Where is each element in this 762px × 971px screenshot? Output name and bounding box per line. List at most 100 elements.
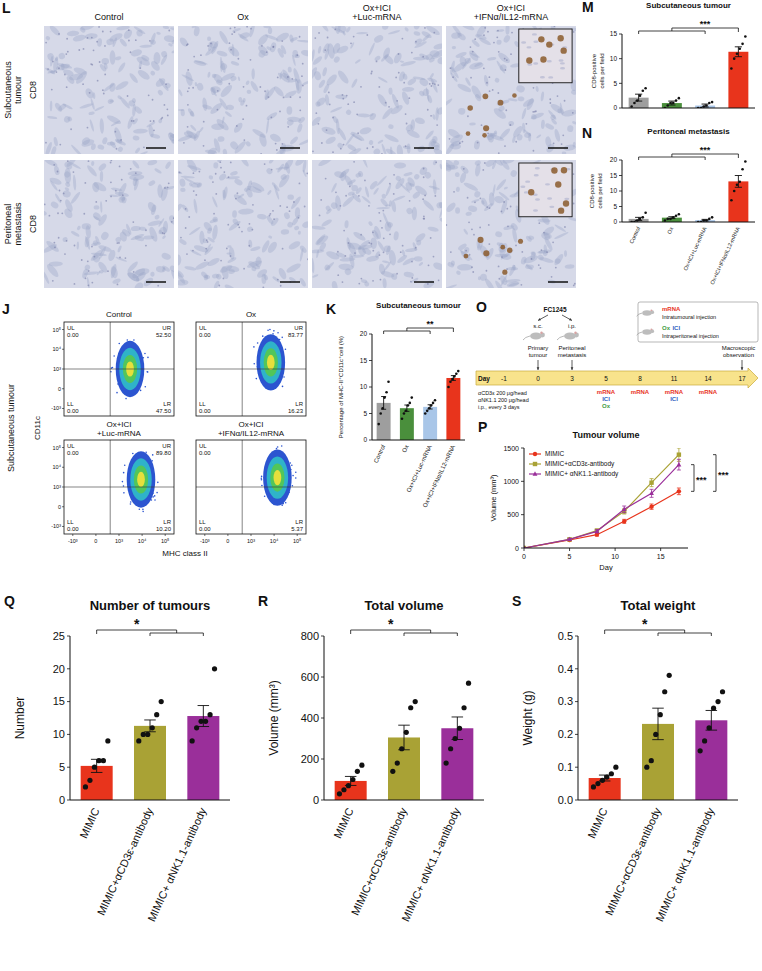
quadrant-name: UL — [67, 443, 75, 449]
nucleus — [506, 208, 508, 210]
event-dot — [142, 511, 144, 513]
mouse-body — [642, 310, 652, 316]
nucleus — [428, 264, 430, 266]
nucleus — [411, 277, 413, 279]
tissue-texture — [288, 67, 292, 73]
nucleus — [353, 101, 355, 103]
nucleus — [63, 193, 65, 195]
data-point — [730, 199, 733, 202]
nucleus — [472, 51, 474, 53]
tissue-texture — [94, 205, 100, 209]
nucleus — [44, 204, 46, 206]
tissue-texture — [351, 78, 359, 88]
tissue-texture — [181, 175, 195, 178]
tissue-texture — [389, 103, 404, 116]
day-label: 14 — [704, 375, 712, 382]
tissue-texture — [394, 177, 406, 191]
tissue-texture — [158, 230, 162, 234]
inset-texture — [526, 46, 531, 48]
tissue-texture — [496, 60, 507, 74]
tick — [62, 388, 64, 389]
tissue-texture — [336, 142, 344, 150]
tissue-texture — [523, 253, 539, 264]
nucleus — [268, 96, 270, 98]
nucleus — [157, 285, 159, 287]
tissue-texture — [418, 261, 424, 266]
nucleus — [541, 249, 543, 251]
nucleus — [119, 257, 121, 259]
tissue-texture — [286, 118, 295, 126]
tick-label: 0 — [613, 218, 617, 225]
nucleus — [474, 38, 476, 40]
tissue-texture — [430, 78, 439, 94]
tissue-texture — [554, 231, 569, 240]
nucleus — [543, 232, 545, 234]
tissue-texture — [249, 80, 260, 93]
significance-bracket — [639, 28, 739, 34]
key-label: mRNA — [662, 306, 681, 312]
tissue-texture — [245, 80, 250, 86]
nucleus — [497, 30, 499, 32]
nucleus — [130, 168, 132, 170]
scale-bar — [146, 281, 166, 283]
inset-texture — [521, 41, 526, 43]
tissue-texture — [92, 92, 95, 99]
tissue-texture — [474, 160, 482, 167]
nucleus — [327, 37, 329, 39]
nucleus — [269, 213, 271, 215]
nucleus — [434, 195, 436, 197]
nucleus — [471, 266, 473, 268]
nucleus — [307, 258, 308, 260]
x-axis — [622, 108, 755, 109]
nucleus — [430, 115, 432, 117]
event-dot — [145, 451, 147, 453]
data-point — [636, 219, 639, 222]
event-dot — [281, 504, 283, 506]
nucleus — [299, 109, 301, 111]
nucleus — [250, 59, 252, 61]
nucleus — [423, 218, 425, 220]
tissue-texture — [99, 63, 107, 72]
nucleus — [52, 61, 54, 63]
event-dot — [127, 339, 129, 341]
tissue-texture — [130, 233, 145, 241]
tissue-texture — [211, 87, 218, 97]
tissue-texture — [162, 235, 167, 240]
nucleus — [135, 172, 137, 174]
nucleus — [116, 148, 118, 150]
label-line: Ox — [237, 12, 249, 22]
nucleus — [45, 42, 47, 44]
tissue-texture — [284, 162, 291, 174]
micrograph-background — [312, 160, 442, 288]
nucleus — [241, 231, 243, 233]
nucleus — [87, 127, 89, 129]
tissue-texture — [183, 130, 198, 139]
data-point — [733, 190, 736, 193]
nucleus — [168, 182, 170, 184]
nucleus — [88, 270, 90, 272]
tissue-texture — [504, 186, 509, 190]
nucleus — [380, 279, 382, 281]
tissue-texture — [52, 58, 59, 73]
tissue-texture — [506, 281, 519, 288]
tissue-texture — [97, 144, 105, 151]
nucleus — [480, 197, 482, 199]
tissue-texture — [86, 277, 90, 288]
tick — [142, 534, 143, 536]
tick-label: 10³ — [115, 538, 123, 544]
error-bar — [702, 104, 709, 107]
tissue-texture — [502, 34, 511, 44]
nucleus — [515, 245, 517, 247]
data-point — [639, 218, 642, 221]
tissue-texture — [414, 40, 428, 49]
nucleus — [238, 226, 240, 228]
tissue-texture — [361, 246, 372, 256]
nucleus — [470, 46, 472, 48]
tissue-texture — [44, 210, 48, 216]
tissue-texture — [207, 236, 216, 243]
nucleus — [207, 45, 209, 47]
tissue-texture — [113, 127, 124, 144]
tissue-texture — [226, 45, 241, 59]
tissue-texture — [169, 264, 174, 273]
nucleus — [188, 87, 190, 89]
